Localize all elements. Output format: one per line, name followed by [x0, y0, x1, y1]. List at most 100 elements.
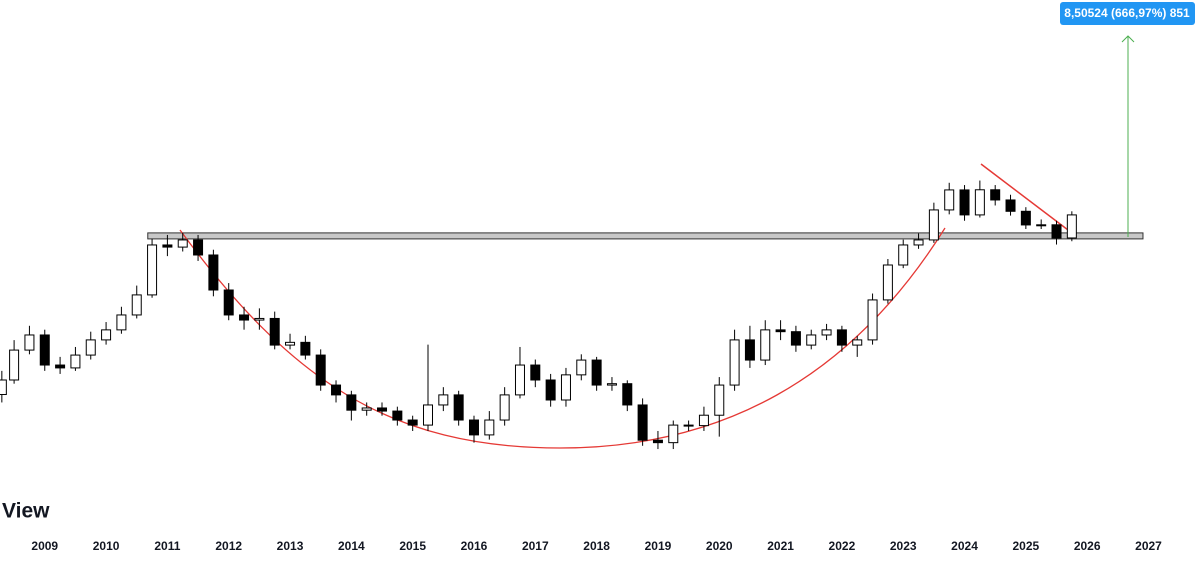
candle-body	[974, 189, 985, 216]
candle-body	[285, 341, 296, 346]
x-tick-label: 2022	[829, 539, 856, 553]
candle-body	[407, 419, 418, 426]
candle-body	[208, 254, 219, 291]
candle-body	[591, 359, 602, 386]
candle-body	[821, 329, 832, 336]
candle-body	[806, 334, 817, 346]
x-tick-label: 2023	[890, 539, 917, 553]
measure-label-box	[1060, 2, 1195, 25]
candle-body	[377, 407, 388, 412]
candle-body	[55, 364, 66, 369]
candle-body	[698, 414, 709, 427]
candle-body	[468, 419, 479, 436]
x-axis: 2009 2010 2011 2012 2013 2014 2015 2016 2017 2018…	[31, 539, 1162, 553]
x-tick-label: 2021	[767, 539, 794, 553]
candle-body	[300, 341, 311, 356]
candle-body	[760, 329, 771, 361]
candle-body	[193, 239, 204, 256]
candle-body	[346, 394, 357, 411]
candle-body	[0, 379, 7, 396]
candle-body	[1005, 199, 1016, 212]
measure-label: 8,50524 (666,97%) 851	[1064, 6, 1190, 20]
x-tick-label: 2013	[277, 539, 304, 553]
candle-body	[254, 317, 265, 321]
candle-body	[423, 404, 434, 426]
x-tick-label: 2016	[461, 539, 488, 553]
x-tick-label: 2010	[93, 539, 120, 553]
candle-body	[1020, 210, 1031, 226]
candle-body	[499, 394, 510, 421]
candle-body	[729, 339, 740, 386]
candle-body	[606, 383, 617, 386]
candle-body	[576, 359, 587, 376]
cup-arc	[179, 227, 946, 449]
candle-body	[315, 354, 326, 386]
candle-body	[852, 339, 863, 346]
candle-body	[162, 244, 173, 248]
candle-body	[131, 294, 142, 316]
candle-body	[514, 364, 525, 396]
x-tick-label: 2025	[1013, 539, 1040, 553]
x-tick-label: 2015	[399, 539, 426, 553]
candle-body	[913, 239, 924, 246]
x-tick-label: 2014	[338, 539, 365, 553]
candle-body	[147, 244, 158, 296]
candle-body	[331, 384, 342, 396]
measure-arrow-head	[1121, 35, 1135, 43]
candle-body	[223, 289, 234, 316]
candle-body	[882, 264, 893, 301]
candle-body	[239, 314, 250, 321]
candle-body	[775, 329, 786, 333]
candle-layer	[0, 180, 1077, 450]
candle-body	[867, 299, 878, 341]
x-tick-label: 2020	[706, 539, 733, 553]
candle-body	[683, 424, 694, 427]
candle-body	[116, 314, 127, 331]
candle-body	[714, 384, 725, 416]
candle-body	[1066, 214, 1077, 239]
candle-body	[1036, 224, 1047, 227]
x-tick-label: 2024	[951, 539, 978, 553]
candle-body	[898, 244, 909, 266]
x-tick-label: 2009	[31, 539, 58, 553]
candle-body	[9, 349, 20, 381]
candle-body	[836, 329, 847, 346]
candle-body	[959, 189, 970, 216]
candle-body	[70, 354, 81, 369]
x-tick-label: 2026	[1074, 539, 1101, 553]
candle-body	[652, 439, 663, 444]
candle-body	[177, 239, 188, 248]
zone-layer	[147, 232, 1144, 240]
candle-body	[484, 419, 495, 436]
candle-body	[530, 364, 541, 381]
candle-body	[438, 394, 449, 406]
candle-body	[39, 334, 50, 366]
x-tick-label: 2019	[645, 539, 672, 553]
candle-body	[560, 374, 571, 401]
x-tick-label: 2017	[522, 539, 549, 553]
x-tick-label: 2027	[1135, 539, 1162, 553]
x-tick-label: 2011	[154, 539, 180, 553]
candle-body	[744, 339, 755, 361]
candle-body	[361, 407, 372, 411]
candle-body	[24, 334, 35, 351]
watermark: View	[2, 500, 50, 523]
candle-body	[85, 339, 96, 356]
x-tick-label: 2012	[215, 539, 242, 553]
candle-body	[668, 424, 679, 444]
candle-body	[392, 410, 403, 421]
resistance-zone	[147, 232, 1144, 240]
x-tick-label: 2018	[583, 539, 610, 553]
candle-body	[790, 331, 801, 346]
candle-body	[1051, 224, 1062, 239]
candle-body	[990, 189, 1001, 201]
candle-body	[944, 189, 955, 211]
candle-body	[453, 394, 464, 421]
candle-body	[269, 317, 280, 346]
candle-body	[101, 329, 112, 341]
candle-body	[622, 383, 633, 406]
candle-body	[545, 379, 556, 401]
